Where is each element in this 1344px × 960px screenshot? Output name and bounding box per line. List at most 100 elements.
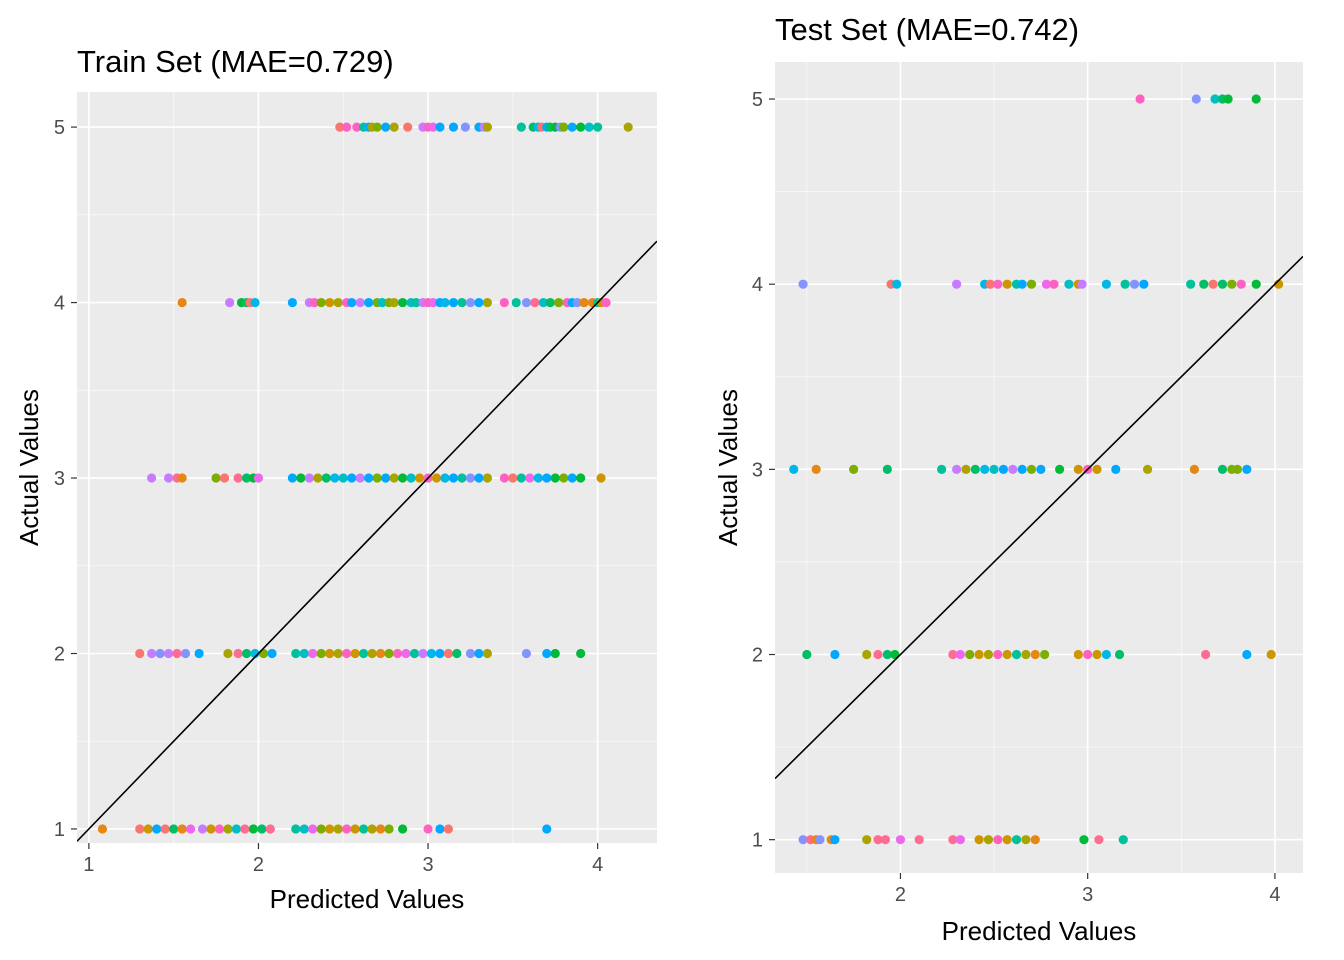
data-point bbox=[970, 464, 980, 474]
data-point bbox=[1036, 464, 1046, 474]
data-point bbox=[1002, 649, 1012, 660]
data-point bbox=[623, 122, 633, 132]
data-point bbox=[177, 824, 187, 834]
data-point bbox=[398, 297, 408, 308]
data-point bbox=[398, 473, 408, 483]
x-tick-label: 2 bbox=[253, 854, 264, 876]
data-point bbox=[952, 279, 962, 289]
data-point bbox=[1242, 649, 1252, 660]
data-point bbox=[798, 279, 808, 289]
data-point bbox=[1026, 279, 1037, 289]
data-point bbox=[983, 649, 994, 660]
data-point bbox=[538, 297, 548, 308]
data-point bbox=[559, 473, 569, 483]
data-point bbox=[1021, 649, 1031, 660]
data-point bbox=[423, 824, 433, 834]
data-point bbox=[1002, 279, 1012, 289]
data-point bbox=[948, 649, 958, 660]
data-point bbox=[338, 473, 348, 483]
data-point bbox=[225, 297, 235, 308]
data-point bbox=[163, 648, 174, 659]
data-point bbox=[443, 648, 453, 659]
data-point bbox=[576, 122, 586, 132]
data-point bbox=[287, 297, 297, 308]
data-point bbox=[313, 473, 323, 483]
data-point bbox=[364, 297, 374, 308]
y-tick-label: 1 bbox=[752, 830, 763, 852]
data-point bbox=[482, 648, 493, 659]
data-point bbox=[355, 473, 365, 483]
data-point bbox=[325, 648, 335, 659]
data-point bbox=[359, 824, 369, 834]
y-tick-label: 4 bbox=[54, 293, 65, 315]
data-point bbox=[372, 122, 382, 132]
data-point bbox=[223, 648, 233, 659]
x-tick-label: 1 bbox=[83, 854, 94, 876]
data-point bbox=[516, 473, 526, 483]
data-point bbox=[952, 464, 962, 474]
x-tick-label: 4 bbox=[592, 854, 603, 876]
data-point bbox=[508, 473, 518, 483]
data-point bbox=[403, 122, 413, 132]
data-point bbox=[435, 824, 445, 834]
data-point bbox=[347, 297, 357, 308]
data-point bbox=[895, 835, 906, 845]
data-point bbox=[465, 648, 476, 659]
data-point bbox=[993, 835, 1003, 845]
data-point bbox=[1199, 279, 1209, 289]
y-axis-title: Actual Values bbox=[14, 389, 44, 546]
data-point bbox=[342, 122, 352, 132]
data-point bbox=[530, 297, 540, 308]
data-point bbox=[257, 824, 267, 834]
chart-title: Test Set (MAE=0.742) bbox=[775, 12, 1079, 47]
y-tick-label: 5 bbox=[54, 117, 65, 139]
data-point bbox=[1094, 835, 1104, 845]
y-tick-label: 3 bbox=[752, 459, 763, 481]
points bbox=[789, 94, 1284, 845]
data-point bbox=[989, 464, 999, 474]
data-point bbox=[937, 464, 947, 474]
data-point bbox=[1129, 279, 1140, 289]
data-point bbox=[291, 824, 301, 834]
data-point bbox=[389, 122, 399, 132]
data-point bbox=[1191, 94, 1201, 104]
data-point bbox=[147, 473, 157, 483]
data-point bbox=[576, 648, 586, 659]
data-point bbox=[169, 824, 179, 834]
data-point bbox=[372, 473, 382, 483]
data-point bbox=[983, 835, 994, 845]
data-point bbox=[542, 473, 552, 483]
data-point bbox=[465, 297, 476, 308]
data-point bbox=[325, 297, 335, 308]
data-point bbox=[892, 279, 902, 289]
data-point bbox=[342, 824, 352, 834]
data-point bbox=[545, 297, 555, 308]
panel-background bbox=[77, 92, 657, 843]
data-point bbox=[1064, 279, 1074, 289]
data-point bbox=[1120, 279, 1130, 289]
data-point bbox=[197, 824, 208, 834]
data-point bbox=[482, 473, 493, 483]
data-point bbox=[135, 824, 145, 834]
data-point bbox=[955, 835, 965, 845]
y-tick-label: 3 bbox=[54, 468, 65, 490]
data-point bbox=[347, 473, 357, 483]
data-point bbox=[1083, 649, 1093, 660]
data-point bbox=[398, 824, 408, 834]
data-point bbox=[1135, 94, 1145, 104]
chart-title: Train Set (MAE=0.729) bbox=[77, 44, 394, 79]
data-point bbox=[135, 648, 145, 659]
data-point bbox=[1111, 464, 1121, 474]
data-point bbox=[401, 648, 411, 659]
data-point bbox=[1101, 649, 1111, 660]
data-point bbox=[882, 464, 892, 474]
data-point bbox=[389, 473, 399, 483]
data-point bbox=[511, 297, 521, 308]
data-point bbox=[180, 648, 191, 659]
data-point bbox=[460, 122, 470, 132]
data-point bbox=[1236, 279, 1246, 289]
data-point bbox=[985, 279, 995, 289]
data-point bbox=[177, 297, 187, 308]
data-point bbox=[1040, 649, 1050, 660]
data-point bbox=[392, 648, 403, 659]
